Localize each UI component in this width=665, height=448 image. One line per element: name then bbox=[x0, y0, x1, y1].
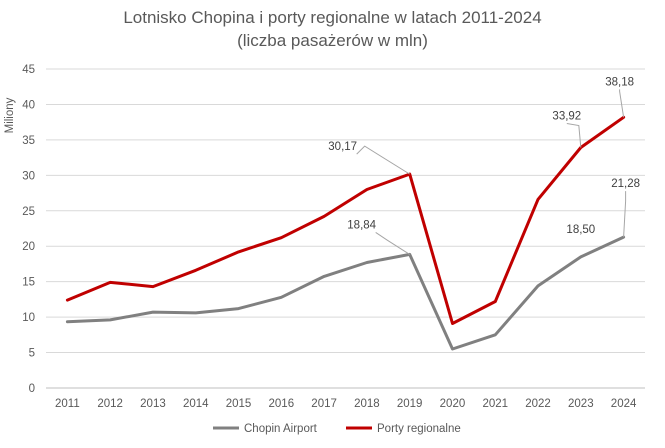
legend-label-2: Porty regionalne bbox=[377, 423, 461, 435]
y-tick-label: 10 bbox=[22, 312, 35, 324]
x-tick-label: 2024 bbox=[611, 398, 637, 410]
x-tick-label: 2023 bbox=[568, 398, 594, 410]
data-label-leader bbox=[566, 123, 582, 148]
x-tick-label: 2021 bbox=[482, 398, 508, 410]
data-label: 18,84 bbox=[347, 219, 376, 231]
x-tick-label: 2019 bbox=[397, 398, 423, 410]
data-label: 30,17 bbox=[328, 141, 357, 153]
x-tick-label: 2018 bbox=[354, 398, 380, 410]
x-tick-label: 2017 bbox=[311, 398, 337, 410]
y-tick-label: 15 bbox=[22, 277, 35, 289]
y-tick-label: 45 bbox=[22, 64, 35, 76]
y-tick-label: 25 bbox=[22, 206, 35, 218]
data-label: 18,50 bbox=[566, 224, 595, 236]
x-tick-label: 2020 bbox=[440, 398, 466, 410]
y-axis-label: Miliony bbox=[4, 97, 16, 133]
y-tick-label: 30 bbox=[22, 170, 35, 182]
chart-subtitle: (liczba pasażerów w mln) bbox=[237, 31, 428, 50]
x-tick-label: 2013 bbox=[140, 398, 166, 410]
y-tick-label: 20 bbox=[22, 241, 35, 253]
data-label: 21,28 bbox=[611, 178, 640, 190]
data-label-leader bbox=[623, 191, 627, 238]
x-tick-label: 2014 bbox=[183, 398, 209, 410]
y-tick-label: 40 bbox=[22, 99, 35, 111]
x-tick-label: 2011 bbox=[55, 398, 80, 410]
data-label-leader bbox=[619, 89, 625, 118]
legend-label-1: Chopin Airport bbox=[244, 423, 318, 435]
data-label: 33,92 bbox=[552, 111, 581, 123]
x-tick-label: 2012 bbox=[97, 398, 123, 410]
x-tick-label: 2016 bbox=[269, 398, 295, 410]
y-tick-label: 0 bbox=[29, 383, 35, 395]
data-label-leader bbox=[375, 232, 410, 255]
y-tick-label: 35 bbox=[22, 135, 35, 147]
x-tick-label: 2022 bbox=[525, 398, 551, 410]
x-tick-label: 2015 bbox=[226, 398, 252, 410]
data-label-leader bbox=[356, 145, 410, 175]
series-line-1 bbox=[65, 235, 626, 351]
y-tick-label: 5 bbox=[29, 348, 35, 360]
chart-title: Lotnisko Chopina i porty regionalne w la… bbox=[123, 8, 542, 27]
series-line-2 bbox=[65, 115, 626, 325]
data-label: 38,18 bbox=[605, 76, 634, 88]
